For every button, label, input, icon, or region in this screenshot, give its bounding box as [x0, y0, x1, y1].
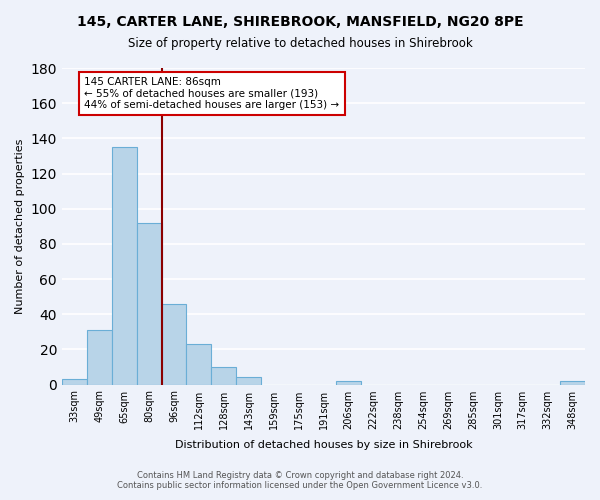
- Bar: [161, 304, 187, 384]
- Bar: [137, 222, 161, 384]
- Text: 145 CARTER LANE: 86sqm
← 55% of detached houses are smaller (193)
44% of semi-de: 145 CARTER LANE: 86sqm ← 55% of detached…: [85, 77, 340, 110]
- Bar: [211, 367, 236, 384]
- Bar: [187, 344, 211, 385]
- Bar: [62, 380, 87, 384]
- Bar: [560, 381, 585, 384]
- Text: Contains HM Land Registry data © Crown copyright and database right 2024.
Contai: Contains HM Land Registry data © Crown c…: [118, 470, 482, 490]
- Bar: [336, 381, 361, 384]
- Bar: [236, 378, 261, 384]
- Bar: [112, 147, 137, 384]
- Y-axis label: Number of detached properties: Number of detached properties: [15, 138, 25, 314]
- Text: Size of property relative to detached houses in Shirebrook: Size of property relative to detached ho…: [128, 38, 472, 51]
- Text: 145, CARTER LANE, SHIREBROOK, MANSFIELD, NG20 8PE: 145, CARTER LANE, SHIREBROOK, MANSFIELD,…: [77, 15, 523, 29]
- Bar: [87, 330, 112, 384]
- X-axis label: Distribution of detached houses by size in Shirebrook: Distribution of detached houses by size …: [175, 440, 472, 450]
